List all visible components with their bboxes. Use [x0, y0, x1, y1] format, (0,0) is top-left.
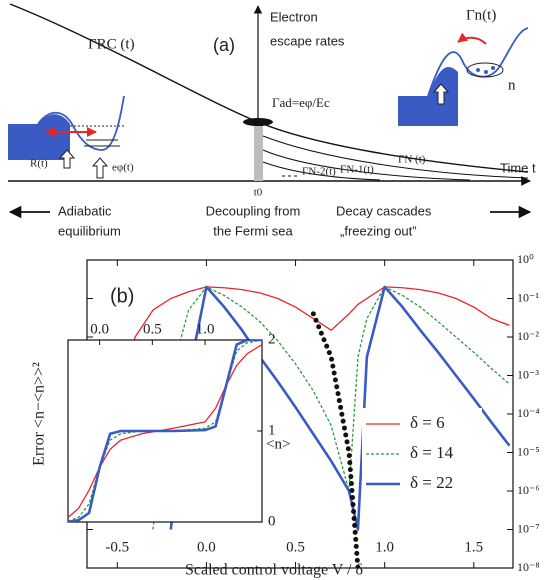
gamma-n2-label: ΓN-2(t): [302, 166, 336, 178]
series-line: [68, 340, 262, 522]
legend-label: δ = 22: [410, 473, 453, 492]
series-line: [116, 286, 510, 415]
series-line: [68, 340, 262, 522]
r-label: R(t): [30, 158, 48, 170]
series-line: [310, 311, 361, 568]
y-tick-label: 10⁻⁵: [517, 444, 540, 458]
inset-y-tick-label: 1: [268, 422, 276, 438]
up-arrow: [91, 157, 109, 179]
gamma-n1-label: ΓN-1(t): [340, 164, 374, 176]
electron: [476, 68, 480, 72]
ephi-label: eφ(t): [112, 162, 134, 174]
dot-cluster: [466, 62, 504, 78]
electron: [484, 70, 488, 74]
y-axis-label: Error <n−<n>>²: [31, 362, 48, 466]
series-line: [169, 285, 511, 531]
x-tick-label: -0.5: [105, 539, 129, 555]
regime-text: Adiabatic: [58, 203, 112, 218]
inset-y-tick-label: 0: [268, 513, 276, 529]
panel-label: (a): [213, 35, 235, 55]
y-tick-label: 10⁻⁷: [517, 521, 540, 535]
panel-a: (a) Electron escape rates ΓRC (t) Γad=eφ…: [8, 3, 536, 238]
inset-x-tick-label: 0.5: [143, 321, 162, 337]
fermi-sea: [8, 114, 70, 160]
y-tick-label: 10⁻⁴: [517, 406, 540, 420]
x-axis-label: Scaled control voltage V / δ: [185, 562, 363, 579]
plot-area: [116, 285, 511, 568]
x-tick-label: 1.0: [375, 539, 394, 555]
y-tick-label: 10⁰: [517, 252, 534, 266]
y-tick-label: 10⁻⁶: [517, 483, 540, 497]
legend-label: δ = 6: [410, 413, 445, 432]
series-line: [152, 286, 510, 530]
regime-text: equilibrium: [58, 223, 121, 238]
gamma-n-label: ΓN (t): [398, 154, 426, 166]
potential: [37, 95, 125, 151]
fermi-sea: [398, 66, 458, 126]
gamma-n2-curve: [262, 161, 381, 181]
axis-title: Electron: [270, 9, 318, 24]
gamma-n-curve: [262, 135, 529, 179]
regime-text: „freezing out”: [340, 223, 417, 238]
y-tick-label: 10⁻²: [517, 329, 539, 343]
n-label: n: [508, 77, 516, 93]
x-tick-label: 1.5: [464, 539, 483, 555]
up-arrow: [432, 83, 450, 105]
regime-text: Decoupling from: [206, 203, 301, 218]
t0-label: t0: [254, 187, 263, 199]
y-tick-label: 10⁻³: [517, 367, 539, 381]
up-arrow: [58, 149, 76, 169]
x-tick-label: 0.0: [197, 539, 216, 555]
panel-b: (b) Scaled control voltage V / δ Error <…: [31, 252, 540, 579]
time-label: Time t: [500, 160, 536, 175]
gamma-small-label: Γn(t): [466, 7, 496, 23]
inset-y-tick-label: 2: [268, 331, 276, 347]
axis-title: escape rates: [270, 33, 345, 48]
y-tick-label: 10⁻¹: [517, 290, 539, 304]
potential: [427, 27, 529, 97]
gamma-rc-label: ΓRC (t): [88, 36, 135, 52]
regime-text: the Fermi sea: [213, 223, 293, 238]
panel-label: (b): [110, 285, 134, 307]
gamma-ad-label: Γad=eφ/Ec: [272, 95, 330, 110]
x-tick-label: 0.5: [286, 539, 305, 555]
inset-x-tick-label: 0.0: [90, 321, 109, 337]
inset-y-label: <n>: [266, 436, 290, 452]
gamma-n1-curve: [262, 149, 471, 181]
legend-label: δ = 14: [410, 443, 454, 462]
inset-plot: [68, 340, 262, 522]
regime-text: Decay cascades: [336, 203, 432, 218]
y-tick-label: 10⁻⁸: [517, 560, 540, 574]
inset-x-tick-label: 1.0: [196, 321, 215, 337]
escape-arrow: [457, 32, 487, 45]
decoupling-band: [254, 125, 263, 181]
electron: [491, 66, 495, 70]
decoupling-point: [243, 118, 273, 126]
